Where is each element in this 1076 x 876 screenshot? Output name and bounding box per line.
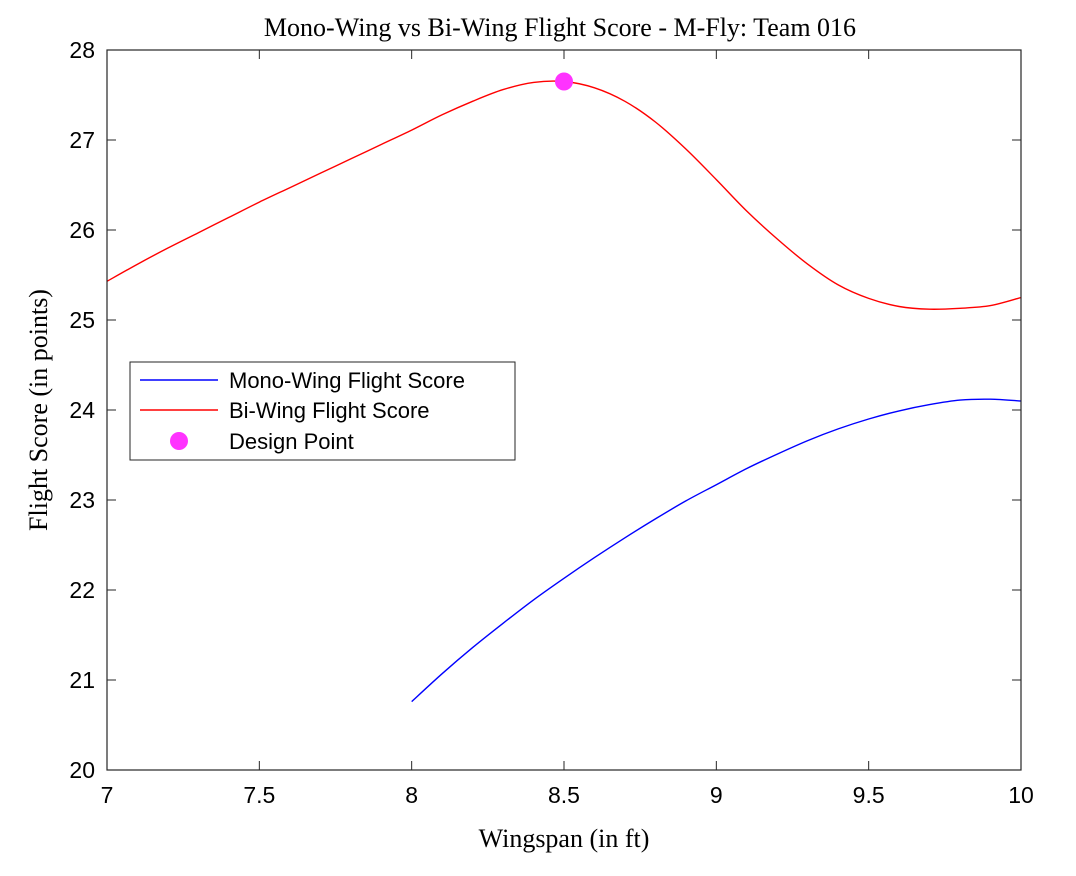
y-tick-label: 20 (69, 757, 95, 783)
legend-label-mono-wing: Mono-Wing Flight Score (229, 368, 465, 393)
plot-frame (106, 49, 1022, 771)
x-tick-label: 9.5 (853, 782, 885, 808)
legend-swatch-design-point (170, 432, 188, 450)
x-tick-label: 8.5 (548, 782, 580, 808)
tick-labels: 7 7.5 8 8.5 9 9.5 10 20 21 22 23 24 25 26 27 28 (69, 37, 1033, 808)
design-point-marker (555, 72, 573, 91)
legend-label-bi-wing: Bi-Wing Flight Score (229, 398, 430, 423)
y-tick-label: 22 (69, 577, 95, 603)
x-tick-label: 9 (710, 782, 723, 808)
y-tick-label: 24 (69, 397, 95, 423)
x-tick-label: 7.5 (243, 782, 275, 808)
chart-title: Mono-Wing vs Bi-Wing Flight Score - M-Fl… (264, 13, 856, 42)
x-tick-label: 7 (101, 782, 114, 808)
y-tick-label: 28 (69, 37, 95, 63)
y-tick-label: 27 (69, 127, 95, 153)
x-axis-label: Wingspan (in ft) (479, 824, 650, 853)
y-axis-label: Flight Score (in points) (24, 289, 53, 531)
legend-label-design-point: Design Point (229, 429, 354, 454)
y-tick-label: 21 (69, 667, 95, 693)
y-tick-label: 25 (69, 307, 95, 333)
y-tick-label: 26 (69, 217, 95, 243)
x-tick-label: 10 (1008, 782, 1034, 808)
series-line-mono-wing (411, 398, 1021, 703)
legend-box (129, 361, 516, 461)
legend: Mono-Wing Flight Score Bi-Wing Flight Sc… (129, 361, 516, 461)
x-tick-label: 8 (405, 782, 418, 808)
y-tick-label: 23 (69, 487, 95, 513)
